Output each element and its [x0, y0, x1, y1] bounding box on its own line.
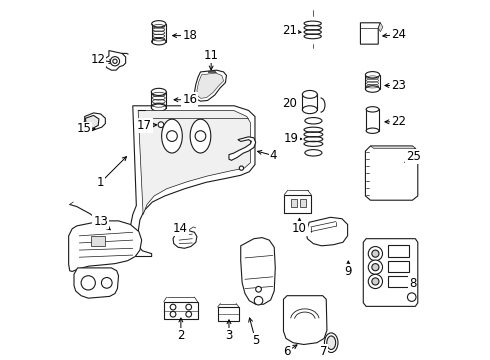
Circle shape	[110, 57, 120, 66]
Text: 15: 15	[76, 122, 91, 135]
Circle shape	[239, 166, 244, 170]
Polygon shape	[378, 23, 383, 32]
Ellipse shape	[190, 119, 211, 153]
Text: 17: 17	[137, 119, 152, 132]
Bar	[218, 307, 239, 321]
Text: 9: 9	[344, 265, 352, 278]
Ellipse shape	[151, 104, 166, 111]
Polygon shape	[78, 113, 105, 135]
Circle shape	[372, 264, 379, 271]
Ellipse shape	[305, 150, 322, 156]
Text: 19: 19	[284, 132, 299, 145]
Text: 14: 14	[172, 222, 188, 235]
Circle shape	[113, 59, 117, 63]
Polygon shape	[363, 239, 418, 306]
Ellipse shape	[324, 333, 338, 352]
Bar	[366, 109, 379, 131]
Text: 7: 7	[319, 345, 327, 358]
Polygon shape	[366, 146, 418, 200]
Text: 16: 16	[182, 93, 197, 106]
Ellipse shape	[151, 88, 166, 95]
Polygon shape	[74, 268, 119, 298]
Ellipse shape	[166, 120, 176, 129]
Ellipse shape	[366, 128, 379, 134]
Ellipse shape	[152, 39, 166, 45]
Polygon shape	[195, 70, 226, 101]
Ellipse shape	[366, 86, 380, 92]
Ellipse shape	[152, 21, 166, 27]
Ellipse shape	[366, 72, 380, 78]
Circle shape	[372, 250, 379, 257]
Polygon shape	[306, 217, 347, 246]
Circle shape	[81, 276, 96, 290]
Polygon shape	[173, 230, 197, 248]
Bar	[291, 199, 297, 207]
Text: 20: 20	[282, 97, 297, 110]
Text: 25: 25	[406, 150, 420, 163]
Text: 11: 11	[204, 49, 219, 62]
Polygon shape	[229, 137, 256, 160]
Circle shape	[368, 247, 383, 261]
Polygon shape	[361, 23, 380, 44]
Circle shape	[167, 131, 177, 141]
Text: 4: 4	[270, 149, 277, 162]
Bar	[388, 246, 409, 257]
Circle shape	[368, 274, 383, 289]
Bar	[164, 302, 197, 319]
Text: 2: 2	[177, 329, 185, 342]
Polygon shape	[104, 50, 125, 70]
Ellipse shape	[327, 336, 336, 350]
Text: 13: 13	[93, 215, 108, 228]
Text: 18: 18	[182, 29, 197, 42]
Ellipse shape	[302, 106, 318, 114]
Bar	[299, 199, 306, 207]
Bar	[388, 261, 409, 272]
Text: 8: 8	[409, 278, 416, 291]
Circle shape	[195, 131, 206, 141]
Text: 23: 23	[391, 79, 406, 92]
Text: 24: 24	[391, 28, 406, 41]
Circle shape	[170, 304, 176, 310]
Ellipse shape	[156, 120, 166, 129]
Text: 21: 21	[282, 24, 297, 37]
Polygon shape	[69, 221, 142, 271]
Text: 12: 12	[90, 53, 105, 66]
Bar	[284, 195, 311, 213]
Text: 10: 10	[292, 222, 307, 235]
Bar	[388, 276, 409, 287]
Ellipse shape	[162, 119, 182, 153]
Polygon shape	[138, 111, 250, 215]
Circle shape	[256, 287, 261, 292]
Circle shape	[254, 296, 263, 305]
Ellipse shape	[366, 107, 379, 112]
Circle shape	[170, 311, 176, 317]
Bar	[91, 236, 105, 246]
Ellipse shape	[302, 90, 318, 98]
Polygon shape	[85, 116, 99, 128]
Text: 22: 22	[391, 115, 406, 128]
Polygon shape	[370, 146, 416, 149]
Text: 1: 1	[97, 176, 104, 189]
Circle shape	[372, 278, 379, 285]
Polygon shape	[284, 296, 327, 345]
Circle shape	[368, 260, 383, 274]
Circle shape	[186, 311, 192, 317]
Text: 6: 6	[283, 345, 291, 358]
Circle shape	[158, 122, 164, 127]
Text: 5: 5	[252, 334, 259, 347]
Circle shape	[186, 304, 192, 310]
Polygon shape	[197, 73, 223, 98]
Polygon shape	[241, 238, 275, 304]
Polygon shape	[130, 106, 255, 256]
Circle shape	[408, 293, 416, 301]
Text: 3: 3	[225, 329, 233, 342]
Ellipse shape	[305, 118, 322, 124]
Circle shape	[168, 122, 174, 127]
Circle shape	[101, 278, 112, 288]
